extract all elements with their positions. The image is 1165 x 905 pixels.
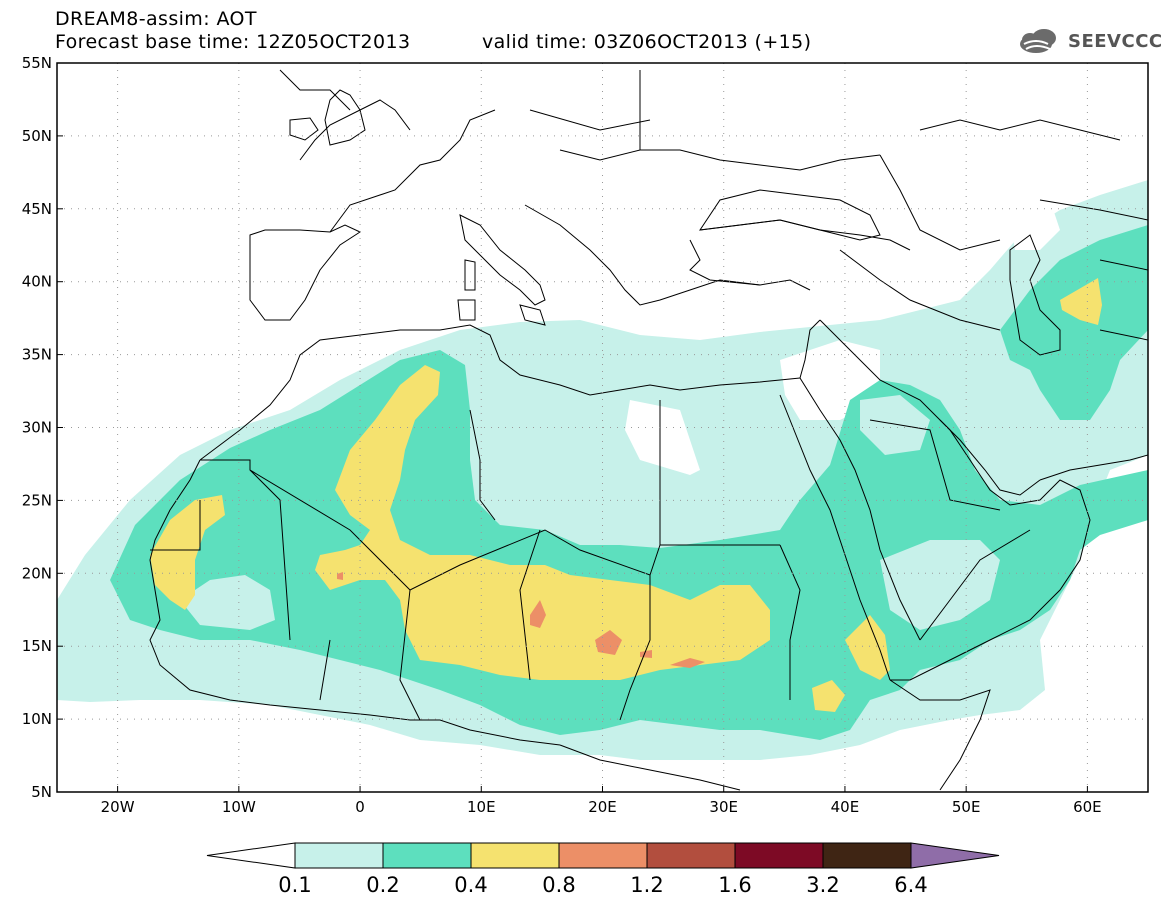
map-title: DREAM8-assim: AOT xyxy=(55,8,257,30)
colorbar-swatch xyxy=(734,842,824,869)
lat-tick-label: 5N xyxy=(31,783,52,801)
colorbar-level-label: 0.8 xyxy=(542,873,575,897)
lat-tick-label: 30N xyxy=(22,419,52,437)
lat-tick-label: 15N xyxy=(22,637,52,655)
lat-tick-label: 35N xyxy=(22,346,52,364)
lat-tick-label: 55N xyxy=(22,54,52,72)
lon-tick-label: 30E xyxy=(709,798,738,816)
lon-tick-label: 40E xyxy=(831,798,860,816)
logo-text: SEEVCCC xyxy=(1068,31,1163,52)
latitude-axis: 55N 50N 45N 40N 35N 30N 25N 20N 15N 10N 5N xyxy=(22,54,63,801)
lon-tick-label: 0 xyxy=(355,798,365,816)
colorbar-swatch xyxy=(646,842,736,869)
colorbar-swatch xyxy=(822,842,912,869)
lon-tick-label: 10E xyxy=(467,798,496,816)
colorbar-level-label: 1.6 xyxy=(718,873,751,897)
lon-tick-label: 20E xyxy=(588,798,617,816)
lat-tick-label: 40N xyxy=(22,273,52,291)
colorbar-over-triangle xyxy=(910,842,1000,869)
longitude-axis: 20W 10W 0 10E 20E 30E 40E 50E 60E xyxy=(101,786,1102,816)
lon-tick-label: 60E xyxy=(1073,798,1102,816)
lon-tick-label: 10W xyxy=(222,798,256,816)
colorbar-level-label: 0.1 xyxy=(278,873,311,897)
seevccc-logo xyxy=(1020,29,1056,53)
lon-tick-label: 20W xyxy=(101,798,135,816)
aot-contour-0.8 xyxy=(595,630,622,655)
valid-time: valid time: 03Z06OCT2013 (+15) xyxy=(482,31,812,53)
colorbar-level-label: 0.2 xyxy=(366,873,399,897)
colorbar-swatch xyxy=(294,842,384,869)
colorbar-swatch xyxy=(558,842,648,869)
colorbar: 0.1 0.2 0.4 0.8 1.2 1.6 3.2 6.4 xyxy=(206,842,1000,897)
coastlines xyxy=(149,69,1148,791)
lat-tick-label: 45N xyxy=(22,200,52,218)
colorbar-under-triangle xyxy=(206,842,296,869)
map-panel xyxy=(56,62,1149,793)
colorbar-level-label: 1.2 xyxy=(630,873,663,897)
colorbar-level-label: 3.2 xyxy=(806,873,839,897)
lat-tick-label: 25N xyxy=(22,491,52,509)
lat-tick-label: 10N xyxy=(22,710,52,728)
forecast-base-time: Forecast base time: 12Z05OCT2013 xyxy=(55,31,411,53)
aot-contour-0.4 xyxy=(315,365,770,680)
lat-tick-label: 50N xyxy=(22,127,52,145)
lon-tick-label: 50E xyxy=(952,798,981,816)
colorbar-level-label: 6.4 xyxy=(894,873,927,897)
graticule xyxy=(57,62,1148,793)
colorbar-swatch xyxy=(382,842,472,869)
colorbar-level-label: 0.4 xyxy=(454,873,487,897)
lat-tick-label: 20N xyxy=(22,564,52,582)
colorbar-swatch xyxy=(470,842,560,869)
cloud-icon xyxy=(1020,29,1056,53)
